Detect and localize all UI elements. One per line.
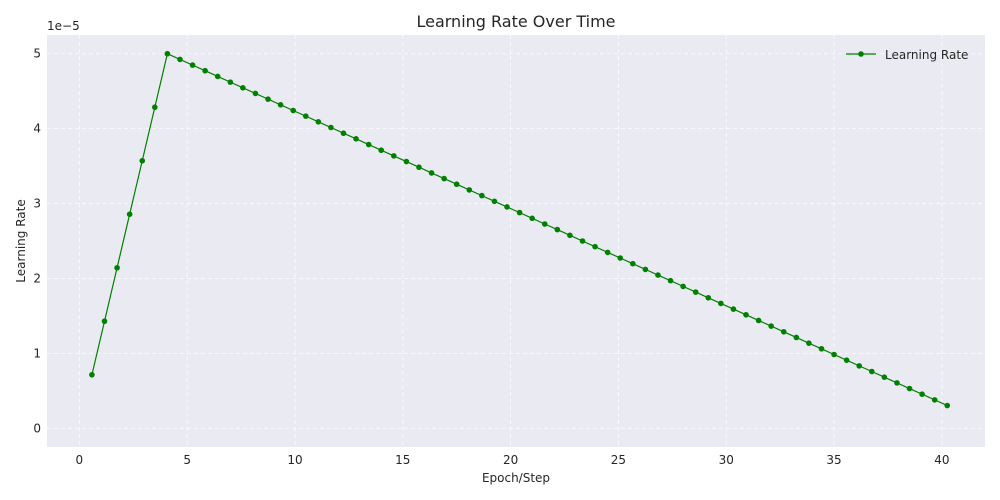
data-point xyxy=(466,187,473,193)
y-tick-label: 2 xyxy=(33,271,41,285)
legend: Learning Rate xyxy=(846,48,968,62)
data-point xyxy=(391,153,397,159)
data-point xyxy=(755,317,762,324)
data-point xyxy=(579,238,586,244)
data-point xyxy=(692,289,699,295)
y-tick-label: 0 xyxy=(33,421,41,435)
data-point xyxy=(340,130,347,137)
data-point xyxy=(428,170,435,176)
data-point xyxy=(630,260,636,267)
data-point xyxy=(818,345,825,352)
data-point xyxy=(189,62,196,68)
data-point xyxy=(592,243,598,250)
data-point xyxy=(868,368,875,375)
data-point xyxy=(894,380,900,386)
x-tick-label: 30 xyxy=(719,453,734,467)
data-point xyxy=(529,215,535,222)
y-offset-label: 1e−5 xyxy=(47,19,80,33)
data-point xyxy=(541,221,548,227)
data-point xyxy=(680,283,686,290)
data-point xyxy=(831,351,837,358)
data-point xyxy=(315,119,322,125)
data-point xyxy=(642,266,649,273)
data-point xyxy=(227,79,234,85)
data-point xyxy=(667,277,674,284)
data-point xyxy=(126,211,133,218)
data-point xyxy=(152,104,158,111)
data-point xyxy=(806,340,812,346)
x-axis-label: Epoch/Step xyxy=(482,471,550,485)
data-point xyxy=(730,306,737,312)
data-point xyxy=(328,124,334,131)
data-point xyxy=(453,181,460,188)
x-tick-labels: 0 5 10 15 20 25 30 35 40 xyxy=(76,453,950,467)
data-point xyxy=(793,334,800,341)
data-point xyxy=(718,300,724,307)
data-point xyxy=(743,311,749,318)
data-point xyxy=(516,209,523,216)
x-tick-label: 0 xyxy=(76,453,84,467)
series-layer xyxy=(89,50,951,409)
data-point xyxy=(277,102,284,108)
data-point xyxy=(177,56,183,63)
x-tick-label: 20 xyxy=(503,453,518,467)
data-point xyxy=(919,391,925,397)
data-point xyxy=(881,374,888,380)
data-point xyxy=(768,323,774,329)
data-point xyxy=(89,371,95,378)
data-point xyxy=(290,107,296,114)
data-point xyxy=(164,50,171,57)
data-point xyxy=(906,385,913,392)
data-point xyxy=(479,192,485,199)
data-point xyxy=(931,397,938,403)
chart-title: Learning Rate Over Time xyxy=(416,12,615,31)
data-point xyxy=(139,157,146,164)
x-tick-label: 10 xyxy=(287,453,302,467)
data-point xyxy=(944,402,951,409)
data-point xyxy=(416,164,422,171)
data-point xyxy=(843,357,850,363)
data-point xyxy=(504,204,510,210)
data-point xyxy=(252,90,259,97)
x-tick-label: 25 xyxy=(611,453,626,467)
data-point xyxy=(214,73,221,80)
data-point xyxy=(353,136,359,142)
data-point xyxy=(378,147,385,154)
data-point xyxy=(655,272,661,278)
data-point xyxy=(114,264,120,271)
y-tick-label: 4 xyxy=(33,122,41,136)
data-point xyxy=(240,85,246,91)
data-point xyxy=(101,318,108,325)
data-point xyxy=(202,67,208,74)
y-tick-label: 1 xyxy=(33,346,41,360)
data-point xyxy=(705,294,712,301)
y-tick-label: 5 xyxy=(33,47,41,61)
data-point xyxy=(302,113,309,119)
x-tick-label: 5 xyxy=(183,453,191,467)
x-tick-label: 15 xyxy=(395,453,410,467)
data-point xyxy=(441,175,447,182)
data-point xyxy=(780,328,787,335)
data-point xyxy=(491,198,498,205)
data-point xyxy=(567,232,573,239)
y-axis-label: Learning Rate xyxy=(14,199,28,282)
legend-marker xyxy=(858,51,864,57)
data-point xyxy=(265,96,271,102)
data-point xyxy=(856,363,863,369)
data-point xyxy=(554,226,561,233)
data-point xyxy=(604,249,611,256)
data-point xyxy=(365,141,372,148)
legend-label: Learning Rate xyxy=(885,48,968,62)
y-tick-label: 3 xyxy=(33,197,41,211)
data-point xyxy=(403,158,410,165)
grid-lines xyxy=(47,35,985,447)
x-tick-label: 35 xyxy=(826,453,841,467)
data-point xyxy=(617,255,624,261)
x-tick-label: 40 xyxy=(934,453,949,467)
plot-area xyxy=(47,35,985,447)
y-tick-labels: 0 1 2 3 4 5 xyxy=(33,47,41,436)
